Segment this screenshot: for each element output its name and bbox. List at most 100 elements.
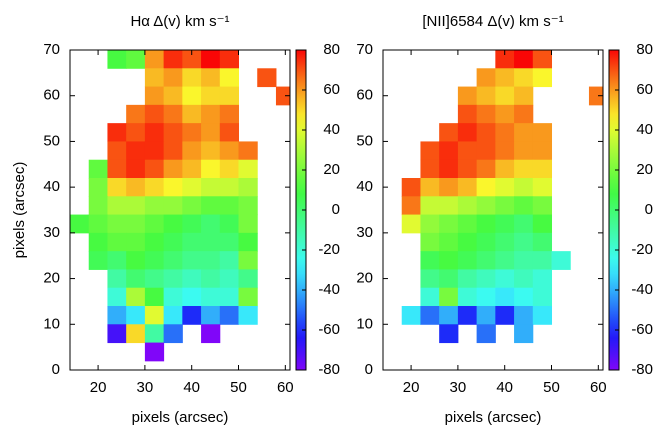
cell (476, 159, 496, 179)
cell (420, 287, 440, 307)
cell (163, 104, 183, 124)
x-tick-label: 20 (90, 379, 107, 396)
cell (144, 232, 165, 252)
cell (201, 104, 221, 124)
x-tick-label: 60 (590, 379, 607, 396)
cell (144, 104, 165, 124)
cell (144, 251, 165, 270)
x-tick-label: 50 (230, 379, 247, 396)
cell (163, 196, 183, 216)
colorbar-tick-label: -80 (318, 361, 340, 378)
cell (107, 214, 127, 234)
cell (495, 141, 515, 161)
cell (495, 159, 515, 179)
y-tick-label: 10 (356, 315, 373, 332)
colorbar-tick-label: -20 (318, 241, 340, 258)
y-axis-label: pixels (arcsec) (11, 162, 28, 259)
x-tick-label: 30 (137, 379, 154, 396)
cell (476, 68, 496, 88)
cell (476, 324, 496, 344)
cell (439, 123, 459, 142)
cell (144, 287, 165, 307)
cell (182, 86, 202, 106)
cell (457, 141, 478, 161)
cell (163, 141, 183, 161)
cell (495, 178, 515, 197)
cell (88, 159, 108, 179)
cell (163, 214, 183, 234)
cell (107, 159, 127, 179)
cell (182, 50, 202, 69)
colorbar-tick-label: -60 (631, 321, 653, 338)
cell (219, 306, 240, 325)
cell (401, 196, 421, 216)
cell (420, 306, 440, 325)
cell (219, 269, 240, 289)
cell (126, 196, 146, 216)
cell (201, 306, 221, 325)
cell (495, 123, 515, 142)
colorbar-tick-label: -40 (318, 281, 340, 298)
cell (257, 68, 277, 88)
cell (144, 306, 165, 325)
cell (532, 214, 553, 234)
cell (476, 214, 496, 234)
cell (439, 287, 459, 307)
cell (144, 159, 165, 179)
cell (514, 306, 534, 325)
cell (107, 287, 127, 307)
cell (420, 269, 440, 289)
cell (439, 306, 459, 325)
cell (401, 306, 421, 325)
cell (532, 159, 553, 179)
y-tick-label: 40 (43, 178, 60, 195)
cell (144, 324, 165, 344)
colorbar-tick-label: 40 (323, 121, 340, 138)
y-tick-label: 60 (43, 87, 60, 104)
cell (532, 269, 553, 289)
cell (420, 251, 440, 270)
cell (476, 178, 496, 197)
cells (401, 50, 603, 344)
cell (144, 50, 165, 69)
cell (182, 196, 202, 216)
cell (126, 178, 146, 197)
cell (439, 159, 459, 179)
cell (126, 159, 146, 179)
cell (126, 104, 146, 124)
cell (107, 123, 127, 142)
cell (439, 251, 459, 270)
cell (163, 159, 183, 179)
colorbar-tick-label: -60 (318, 321, 340, 338)
x-tick-label: 40 (183, 379, 200, 396)
cell (201, 178, 221, 197)
cell (532, 196, 553, 216)
cell (420, 141, 440, 161)
cell (107, 269, 127, 289)
cell (439, 196, 459, 216)
cell (476, 123, 496, 142)
colorbar-tick-label: -80 (631, 361, 653, 378)
cell (201, 50, 221, 69)
cell (238, 214, 258, 234)
cell (495, 232, 515, 252)
cell (238, 159, 258, 179)
cell (219, 159, 240, 179)
cell (163, 123, 183, 142)
cell (219, 123, 240, 142)
cell (514, 104, 534, 124)
cell (439, 141, 459, 161)
cell (495, 86, 515, 106)
cell (201, 196, 221, 216)
cell (439, 232, 459, 252)
cell (457, 196, 478, 216)
y-tick-label: 10 (43, 315, 60, 332)
cell (219, 86, 240, 106)
cell (107, 196, 127, 216)
cell (476, 86, 496, 106)
x-tick-label: 40 (496, 379, 513, 396)
cell (476, 232, 496, 252)
cell (514, 232, 534, 252)
y-tick-label: 60 (356, 87, 373, 104)
y-tick-label: 30 (43, 224, 60, 241)
